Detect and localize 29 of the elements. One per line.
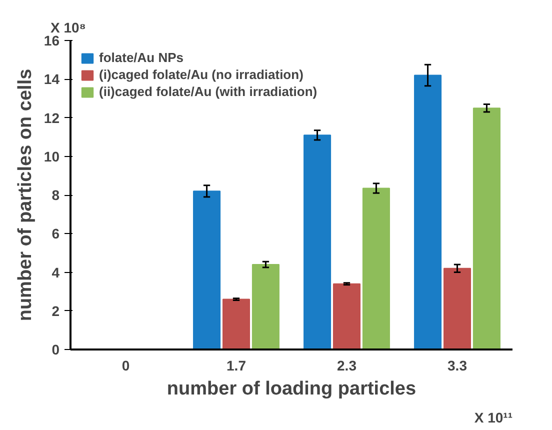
y-tick-label: 2	[52, 302, 60, 319]
text: X 10¹¹	[474, 410, 513, 426]
x-tick-label: 0	[122, 358, 130, 374]
bar	[414, 74, 442, 350]
y-tick-label: 4	[52, 264, 60, 280]
bar	[304, 134, 332, 350]
x-axis-title: number of loading particles	[166, 378, 416, 400]
y-tick-label: 0	[52, 342, 60, 358]
y-axis-title: number of particles on cells	[14, 68, 36, 322]
y-tick-label: 16	[44, 32, 60, 48]
bar	[193, 190, 221, 350]
bar	[443, 268, 472, 350]
x-tick-label: 3.3	[448, 358, 468, 374]
y-tick-label: 10	[44, 148, 60, 164]
bar	[362, 188, 390, 350]
bar	[332, 283, 361, 350]
x-tick-label: 2.3	[337, 358, 357, 374]
bar	[222, 298, 250, 350]
text: X 10⁸	[50, 20, 86, 36]
legend-label: (ii)caged folate/Au (with irradiation)	[99, 84, 318, 99]
y-tick-label: 6	[52, 226, 60, 242]
bar	[252, 264, 280, 350]
y-tick-label: 12	[44, 110, 60, 126]
y-tick-label: 14	[44, 71, 60, 88]
y-tick-label: 8	[52, 187, 60, 203]
bar	[472, 108, 500, 350]
legend-label: folate/Au NPs	[99, 50, 184, 65]
x-tick-label: 1.7	[226, 358, 246, 374]
legend-label: (i)caged folate/Au (no irradiation)	[99, 67, 304, 82]
